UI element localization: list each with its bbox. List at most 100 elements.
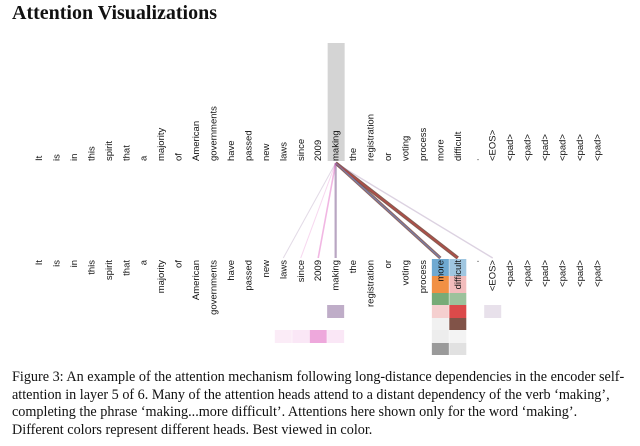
bottom-token: is [51, 260, 62, 267]
figure-heading: Attention Visualizations [12, 2, 218, 24]
attention-cell [431, 259, 449, 276]
top-token: this [86, 146, 97, 161]
top-token: or [383, 153, 394, 161]
top-token: . [470, 158, 481, 161]
attention-line [317, 162, 337, 259]
top-token: process [418, 127, 429, 161]
top-token: more [435, 139, 446, 161]
bottom-token: <pad> [505, 260, 516, 287]
bottom-token: new [261, 260, 272, 278]
focus-token-highlight [327, 43, 345, 161]
attention-line [282, 162, 337, 259]
bottom-token: that [121, 260, 132, 276]
attention-cell [449, 305, 467, 318]
top-token: 2009 [313, 140, 324, 161]
top-token: American [191, 121, 202, 161]
top-token: voting [400, 136, 411, 161]
bottom-token: It [34, 260, 45, 266]
bottom-token: majority [156, 260, 167, 294]
bottom-token: <pad> [540, 260, 551, 287]
top-token: <pad> [523, 134, 534, 161]
attention-cell [449, 259, 467, 276]
attention-cell [431, 343, 449, 355]
attention-line [335, 162, 459, 259]
attention-cell [449, 318, 467, 330]
bottom-token: more [435, 260, 446, 282]
top-token: passed [243, 130, 254, 161]
attention-line [335, 162, 441, 259]
bottom-token: <pad> [575, 260, 586, 287]
attention-head-cells [274, 259, 502, 355]
focus-highlight [327, 43, 345, 161]
attention-cell [431, 318, 449, 330]
bottom-token: <pad> [523, 260, 534, 287]
bottom-token: laws [278, 260, 289, 279]
attention-cell [327, 305, 345, 318]
attention-cell [327, 330, 345, 343]
top-token: registration [366, 114, 377, 161]
attention-cell [431, 305, 449, 318]
attention-cell [431, 293, 449, 305]
attention-cell [274, 330, 292, 343]
top-token: since [296, 139, 307, 161]
attention-cell [431, 276, 449, 293]
top-token: <pad> [575, 134, 586, 161]
top-token: <pad> [540, 134, 551, 161]
bottom-token: voting [400, 260, 411, 285]
top-token: difficult [453, 131, 464, 161]
bottom-token: difficult [453, 260, 464, 290]
attention-cell [292, 330, 310, 343]
bottom-token: 2009 [313, 260, 324, 281]
bottom-token: process [418, 260, 429, 294]
attention-lines [282, 161, 494, 260]
attention-cell [449, 293, 467, 305]
bottom-token: . [470, 260, 481, 263]
bottom-token: <pad> [558, 260, 569, 287]
top-token: a [139, 155, 150, 161]
bottom-token: have [226, 260, 237, 281]
bottom-token: in [69, 260, 80, 267]
bottom-token: governments [209, 260, 220, 315]
attention-cell [449, 330, 467, 343]
bottom-token: <EOS> [488, 260, 499, 292]
bottom-token: <pad> [592, 260, 603, 287]
attention-cell [431, 330, 449, 343]
attention-cell [309, 330, 327, 343]
top-token: <EOS> [488, 129, 499, 161]
bottom-token: or [383, 260, 394, 268]
attention-cell [449, 343, 467, 355]
bottom-token-row: It is in this spirit that a majority of American g… [34, 259, 603, 315]
attention-visualization: It is in this spirit that a majority of American g… [34, 43, 603, 355]
top-token: It [34, 155, 45, 161]
top-token: <pad> [505, 134, 516, 161]
top-token: that [121, 145, 132, 161]
top-token: <pad> [592, 134, 603, 161]
attention-cell [484, 305, 502, 318]
attention-line [335, 162, 494, 259]
bottom-token: spirit [104, 260, 115, 280]
top-token: new [261, 143, 272, 161]
top-token: of [174, 153, 185, 161]
top-token: governments [209, 106, 220, 161]
top-token: have [226, 140, 237, 161]
top-token: making [331, 130, 342, 161]
bottom-token: a [139, 259, 150, 265]
top-token: in [69, 154, 80, 161]
bottom-token: registration [366, 260, 377, 307]
attention-line [300, 162, 337, 259]
top-token: laws [278, 142, 289, 161]
bottom-token: passed [243, 260, 254, 291]
top-token: is [51, 154, 62, 161]
bottom-token: American [191, 260, 202, 300]
bottom-token: the [348, 260, 359, 273]
top-token: the [348, 148, 359, 161]
attention-cell [449, 276, 467, 293]
bottom-token: making [331, 260, 342, 291]
top-token: majority [156, 127, 167, 161]
bottom-token: this [86, 260, 97, 275]
top-token: <pad> [558, 134, 569, 161]
figure-caption: Figure 3: An example of the attention me… [12, 369, 625, 438]
top-token: spirit [104, 141, 115, 161]
bottom-token: since [296, 260, 307, 282]
top-token-row: It is in this spirit that a majority of American g… [34, 106, 603, 161]
